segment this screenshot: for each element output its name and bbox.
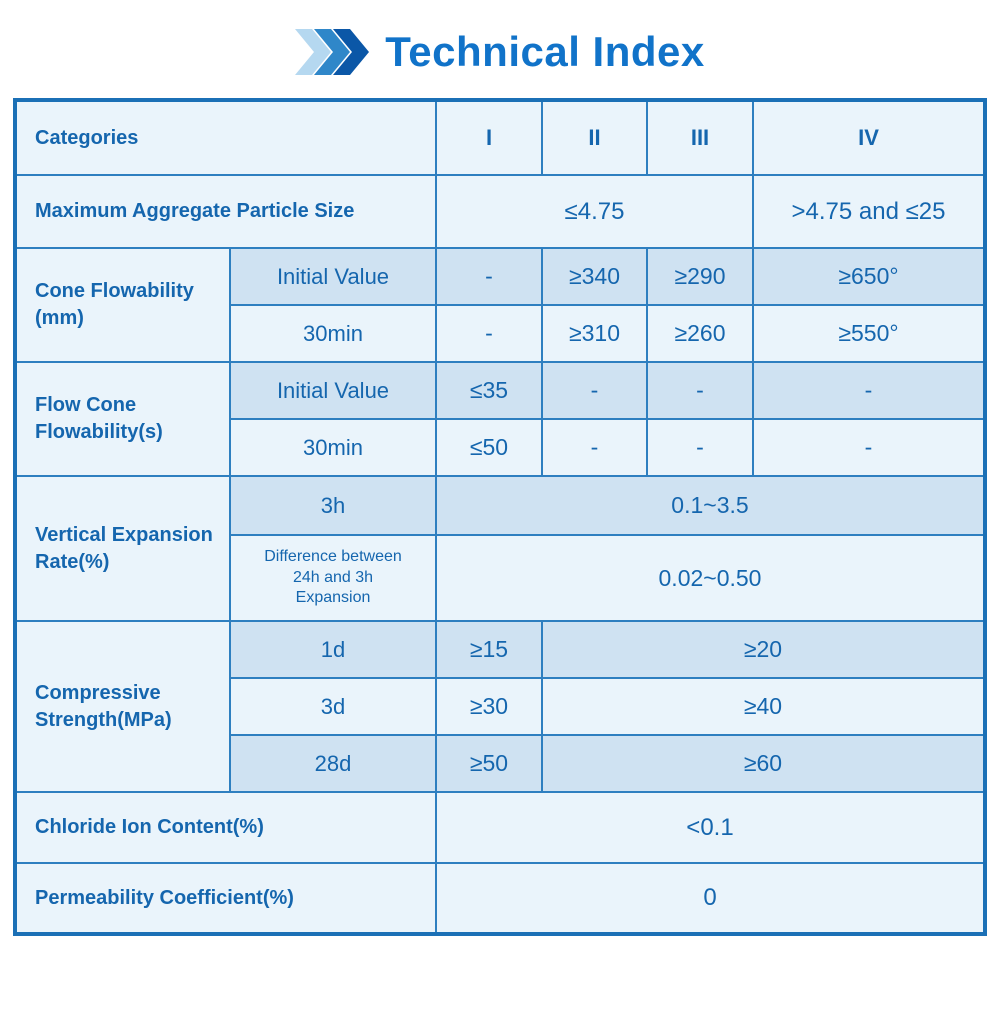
flow-30min-label: 30min [229, 418, 437, 477]
row-flow-30min: 30min ≤50 - - - [15, 418, 986, 477]
row-permeability: Permeability Coefficient(%) 0 [14, 862, 986, 935]
cone-30min-i: - [435, 304, 543, 363]
row-strength-1d: Compressive Strength(MPa) 1d ≥15 ≥20 [14, 620, 986, 793]
flow-initial-iv: - [752, 361, 986, 420]
cone-initial-ii: ≥340 [541, 247, 648, 306]
cone-30min-iv: ≥550° [752, 304, 986, 363]
strength-3d-ii-iv: ≥40 [541, 677, 986, 736]
row-max-aggregate: Maximum Aggregate Particle Size ≤4.75 >4… [14, 174, 986, 249]
chloride-label: Chloride Ion Content(%) [14, 791, 437, 864]
row-expansion-3h: Vertical Expansion Rate(%) 3h 0.1~3.5 [14, 475, 986, 622]
chevrons-icon [295, 29, 370, 75]
expansion-difference-value: 0.02~0.50 [435, 534, 986, 622]
header-row: Categories I II III IV [14, 99, 986, 176]
header-col-iv: IV [752, 99, 986, 176]
strength-28d-label: 28d [229, 734, 437, 793]
header-col-ii: II [541, 99, 648, 176]
row-cone-initial: Cone Flowability (mm) Initial Value - ≥3… [14, 247, 986, 363]
flow-initial-ii: - [541, 361, 648, 420]
strength-3d-i: ≥30 [435, 677, 543, 736]
technical-index-table: Categories I II III IV Maximum Aggregate… [13, 98, 987, 936]
page-title: Technical Index [385, 28, 705, 75]
cone-flowability-label: Cone Flowability (mm) [14, 247, 231, 363]
flow-30min-ii: - [541, 418, 648, 477]
vertical-expansion-label: Vertical Expansion Rate(%) [14, 475, 231, 622]
row-strength-3d: 3d ≥30 ≥40 [15, 677, 986, 736]
strength-28d-ii-iv: ≥60 [541, 734, 986, 793]
compressive-strength-label: Compressive Strength(MPa) [14, 620, 231, 793]
max-aggregate-label: Maximum Aggregate Particle Size [14, 174, 437, 249]
row-cone-30min: 30min - ≥310 ≥260 ≥550° [15, 304, 986, 363]
permeability-label: Permeability Coefficient(%) [14, 862, 437, 935]
strength-1d-label: 1d [229, 620, 437, 679]
chevron-dark-icon [333, 29, 370, 75]
flow-initial-iii: - [646, 361, 754, 420]
flow-initial-i: ≤35 [435, 361, 543, 420]
permeability-value: 0 [435, 862, 986, 935]
expansion-3h-label: 3h [229, 475, 437, 536]
cone-30min-ii: ≥310 [541, 304, 648, 363]
chloride-value: <0.1 [435, 791, 986, 864]
row-expansion-difference: Difference between 24h and 3h Expansion … [15, 534, 986, 622]
flow-30min-iv: - [752, 418, 986, 477]
cone-30min-label: 30min [229, 304, 437, 363]
page-title-bar: Technical Index [0, 24, 1000, 80]
strength-3d-label: 3d [229, 677, 437, 736]
flow-30min-i: ≤50 [435, 418, 543, 477]
header-col-iii: III [646, 99, 754, 176]
flow-30min-iii: - [646, 418, 754, 477]
max-aggregate-value-i-iii: ≤4.75 [435, 174, 754, 249]
header-col-i: I [435, 99, 543, 176]
max-aggregate-value-iv: >4.75 and ≤25 [752, 174, 986, 249]
header-categories: Categories [14, 99, 437, 176]
cone-initial-iv: ≥650° [752, 247, 986, 306]
chevron-light-icon [295, 29, 332, 75]
row-chloride: Chloride Ion Content(%) <0.1 [14, 791, 986, 864]
row-flow-initial: Flow Cone Flowability(s) Initial Value ≤… [14, 361, 986, 477]
strength-1d-ii-iv: ≥20 [541, 620, 986, 679]
strength-28d-i: ≥50 [435, 734, 543, 793]
cone-initial-i: - [435, 247, 543, 306]
cone-30min-iii: ≥260 [646, 304, 754, 363]
chevron-medium-icon [314, 29, 351, 75]
expansion-3h-value: 0.1~3.5 [435, 475, 986, 536]
strength-1d-i: ≥15 [435, 620, 543, 679]
cone-initial-label: Initial Value [229, 247, 437, 306]
expansion-difference-label: Difference between 24h and 3h Expansion [229, 534, 437, 622]
flow-cone-label: Flow Cone Flowability(s) [14, 361, 231, 477]
row-strength-28d: 28d ≥50 ≥60 [15, 734, 986, 793]
flow-initial-label: Initial Value [229, 361, 437, 420]
cone-initial-iii: ≥290 [646, 247, 754, 306]
